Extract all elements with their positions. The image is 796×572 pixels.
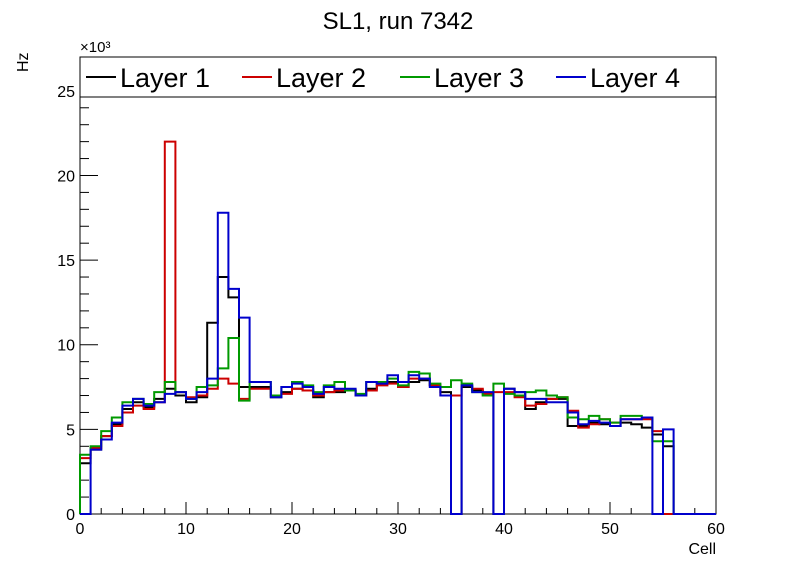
chart-title: SL1, run 7342 (323, 8, 474, 35)
x-tick-label: 0 (76, 521, 85, 538)
x-tick-label: 10 (177, 521, 195, 538)
x-tick-label: 60 (707, 521, 725, 538)
x-tick-label: 30 (389, 521, 407, 538)
x-axis-label: Cell (688, 541, 716, 558)
legend-box (79, 56, 717, 98)
y-tick-label: 20 (57, 168, 75, 185)
y-tick-label: 25 (57, 84, 75, 101)
y-tick-label: 5 (66, 422, 75, 439)
legend: Layer 1 Layer 2 Layer 3 Layer 4 (79, 56, 717, 98)
y-tick-label: 15 (57, 253, 75, 270)
x-tick-label: 40 (495, 521, 513, 538)
legend-label-4: Layer 4 (590, 63, 680, 93)
y-axis-multiplier: ×10³ (80, 39, 110, 56)
y-tick-label: 0 (66, 507, 75, 524)
y-tick-label: 10 (57, 338, 75, 355)
y-axis-label: Hz (15, 52, 32, 72)
legend-label-2: Layer 2 (276, 63, 366, 93)
series-layer (79, 140, 716, 515)
x-tick-label: 50 (601, 521, 619, 538)
legend-label-3: Layer 3 (434, 63, 524, 93)
series-line-2 (79, 140, 716, 515)
axes: 0 10 20 30 40 50 60 0 5 10 15 20 25 (57, 56, 725, 538)
x-tick-label: 20 (283, 521, 301, 538)
series-line-4 (80, 211, 716, 515)
legend-label-1: Layer 1 (120, 63, 210, 93)
